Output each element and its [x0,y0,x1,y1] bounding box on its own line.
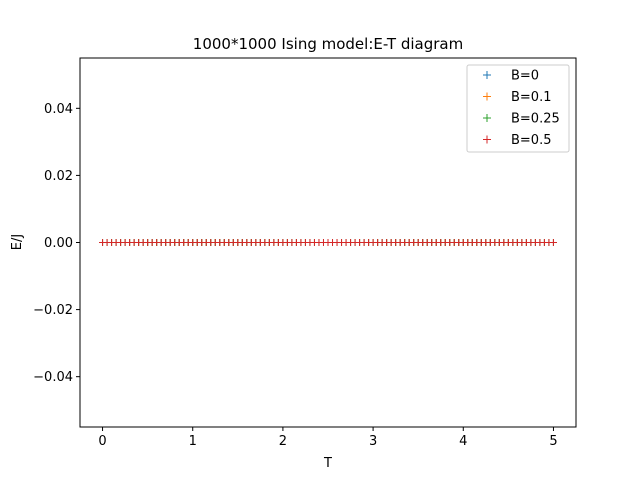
series-B=0.5 [99,239,557,246]
legend-marker [483,135,491,144]
y-tick-label: 0.04 [44,102,73,117]
x-tick-label: 4 [459,434,467,449]
x-tick-label: 0 [98,434,106,449]
data-point [549,239,557,246]
y-tick-label: −0.02 [33,303,73,318]
legend-label: B=0 [511,69,539,84]
legend-frame [466,64,570,153]
y-tick-label: −0.04 [33,370,73,385]
legend-marker [483,71,491,79]
y-tick-label: 0.00 [44,236,73,251]
y-axis-ticks: −0.04 −0.02 0.00 0.02 0.04 [33,102,80,385]
data-marks [99,239,557,246]
x-axis-label: T [323,456,332,471]
y-axis-label: E/J [10,234,25,250]
x-tick-label: 3 [369,434,377,449]
x-tick-label: 5 [549,434,557,449]
legend-label: B=0.1 [511,90,552,105]
legend: B=0 B=0.1 B=0.25 B=0.5 [466,64,570,153]
legend-marker [483,114,491,122]
legend-label: B=0.5 [511,133,552,148]
x-tick-label: 2 [279,434,287,449]
legend-marker [483,92,491,101]
y-tick-label: 0.02 [44,169,73,184]
chart-title: 1000*1000 Ising model:E-T diagram [193,35,463,53]
x-tick-label: 1 [189,434,197,449]
legend-label: B=0.25 [511,112,560,127]
x-axis-ticks: 0 1 2 3 4 5 [98,427,558,449]
